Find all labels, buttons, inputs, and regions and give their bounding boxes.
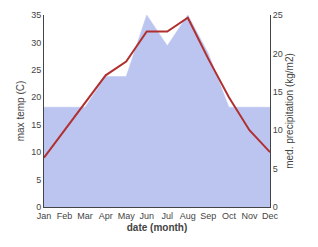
svg-text:10: 10 xyxy=(31,147,41,157)
svg-text:Jun: Jun xyxy=(139,211,154,221)
svg-text:Aug: Aug xyxy=(180,211,196,221)
svg-text:0: 0 xyxy=(273,202,278,212)
svg-text:Feb: Feb xyxy=(57,211,73,221)
svg-text:5: 5 xyxy=(36,175,41,185)
svg-text:35: 35 xyxy=(31,10,41,20)
svg-text:5: 5 xyxy=(273,164,278,174)
svg-text:20: 20 xyxy=(31,92,41,102)
svg-text:30: 30 xyxy=(31,38,41,48)
svg-text:Dec: Dec xyxy=(262,211,279,221)
svg-text:20: 20 xyxy=(273,49,283,59)
svg-text:0: 0 xyxy=(36,202,41,212)
svg-text:25: 25 xyxy=(31,65,41,75)
svg-text:max temp (C): max temp (C) xyxy=(15,81,26,142)
svg-text:May: May xyxy=(118,211,136,221)
svg-text:Jan: Jan xyxy=(37,211,52,221)
svg-text:25: 25 xyxy=(273,10,283,20)
svg-text:15: 15 xyxy=(31,120,41,130)
svg-text:15: 15 xyxy=(273,87,283,97)
svg-text:Sep: Sep xyxy=(200,211,216,221)
svg-text:date (month): date (month) xyxy=(127,222,188,233)
svg-text:Oct: Oct xyxy=(222,211,237,221)
svg-text:Jul: Jul xyxy=(162,211,174,221)
svg-text:Nov: Nov xyxy=(241,211,258,221)
svg-text:Mar: Mar xyxy=(77,211,93,221)
svg-text:med. precipitation (kg/m2): med. precipitation (kg/m2) xyxy=(284,53,295,169)
svg-text:10: 10 xyxy=(273,125,283,135)
svg-text:Apr: Apr xyxy=(99,211,113,221)
